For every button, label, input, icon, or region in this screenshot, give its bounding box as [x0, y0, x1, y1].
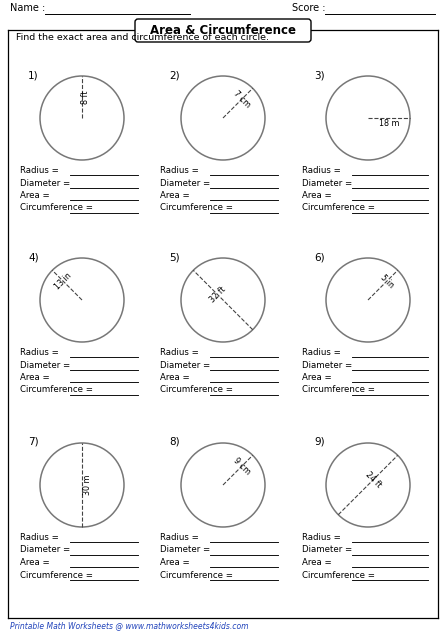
Text: Printable Math Worksheets @ www.mathworksheets4kids.com: Printable Math Worksheets @ www.mathwork… — [10, 621, 248, 630]
Text: Circumference =: Circumference = — [302, 571, 375, 579]
Text: 8 ft: 8 ft — [82, 90, 91, 104]
Text: Circumference =: Circumference = — [160, 571, 233, 579]
Text: Radius =: Radius = — [302, 348, 341, 357]
Circle shape — [40, 443, 124, 527]
Text: Diameter =: Diameter = — [302, 361, 352, 370]
Text: Diameter =: Diameter = — [160, 361, 210, 370]
Text: Circumference =: Circumference = — [20, 204, 93, 212]
Text: Area =: Area = — [20, 191, 50, 200]
Text: Circumference =: Circumference = — [20, 385, 93, 394]
Circle shape — [181, 76, 265, 160]
Text: Name :: Name : — [10, 3, 45, 13]
Text: Radius =: Radius = — [160, 533, 199, 542]
Text: Area =: Area = — [160, 373, 190, 382]
Text: 32 ft: 32 ft — [208, 285, 228, 305]
Text: 8): 8) — [169, 437, 180, 447]
Text: Circumference =: Circumference = — [302, 385, 375, 394]
Text: Circumference =: Circumference = — [302, 204, 375, 212]
Circle shape — [326, 76, 410, 160]
Text: Area =: Area = — [302, 558, 332, 567]
FancyBboxPatch shape — [135, 19, 311, 42]
Circle shape — [40, 258, 124, 342]
Text: 9): 9) — [314, 437, 325, 447]
Text: Radius =: Radius = — [160, 166, 199, 175]
Text: Circumference =: Circumference = — [160, 204, 233, 212]
Text: Circumference =: Circumference = — [20, 571, 93, 579]
Text: Diameter =: Diameter = — [20, 179, 70, 188]
Circle shape — [40, 76, 124, 160]
Text: Radius =: Radius = — [20, 348, 59, 357]
Text: 6): 6) — [314, 252, 325, 262]
Text: Area & Circumference: Area & Circumference — [150, 24, 296, 37]
Text: 5): 5) — [169, 252, 180, 262]
Text: Radius =: Radius = — [20, 533, 59, 542]
Text: 9 cm: 9 cm — [231, 456, 252, 476]
Text: 7): 7) — [28, 437, 39, 447]
Text: 18 m: 18 m — [379, 119, 399, 127]
Text: Diameter =: Diameter = — [160, 179, 210, 188]
Text: Area =: Area = — [302, 373, 332, 382]
Text: Area =: Area = — [160, 558, 190, 567]
Text: Diameter =: Diameter = — [302, 545, 352, 555]
Text: 3): 3) — [314, 70, 325, 80]
Text: Score :: Score : — [292, 3, 326, 13]
Circle shape — [181, 258, 265, 342]
Text: 13 in: 13 in — [53, 271, 73, 291]
Text: Find the exact area and circumference of each circle.: Find the exact area and circumference of… — [16, 33, 269, 42]
Circle shape — [181, 443, 265, 527]
Text: Diameter =: Diameter = — [20, 361, 70, 370]
Text: 5 in: 5 in — [378, 273, 395, 290]
Text: 30 m: 30 m — [83, 475, 91, 495]
Text: Circumference =: Circumference = — [160, 385, 233, 394]
Text: Radius =: Radius = — [302, 533, 341, 542]
Text: Area =: Area = — [20, 373, 50, 382]
Text: Area =: Area = — [302, 191, 332, 200]
Text: 1): 1) — [28, 70, 39, 80]
Text: 4): 4) — [28, 252, 39, 262]
Text: Radius =: Radius = — [302, 166, 341, 175]
Circle shape — [326, 258, 410, 342]
Text: Diameter =: Diameter = — [160, 545, 210, 555]
Text: 2): 2) — [169, 70, 180, 80]
Text: Diameter =: Diameter = — [302, 179, 352, 188]
Text: Area =: Area = — [20, 558, 50, 567]
Text: Radius =: Radius = — [20, 166, 59, 175]
Circle shape — [326, 443, 410, 527]
Text: 7 cm: 7 cm — [231, 89, 252, 110]
Text: Radius =: Radius = — [160, 348, 199, 357]
Text: 24 ft: 24 ft — [363, 470, 383, 489]
Text: Diameter =: Diameter = — [20, 545, 70, 555]
Text: Area =: Area = — [160, 191, 190, 200]
